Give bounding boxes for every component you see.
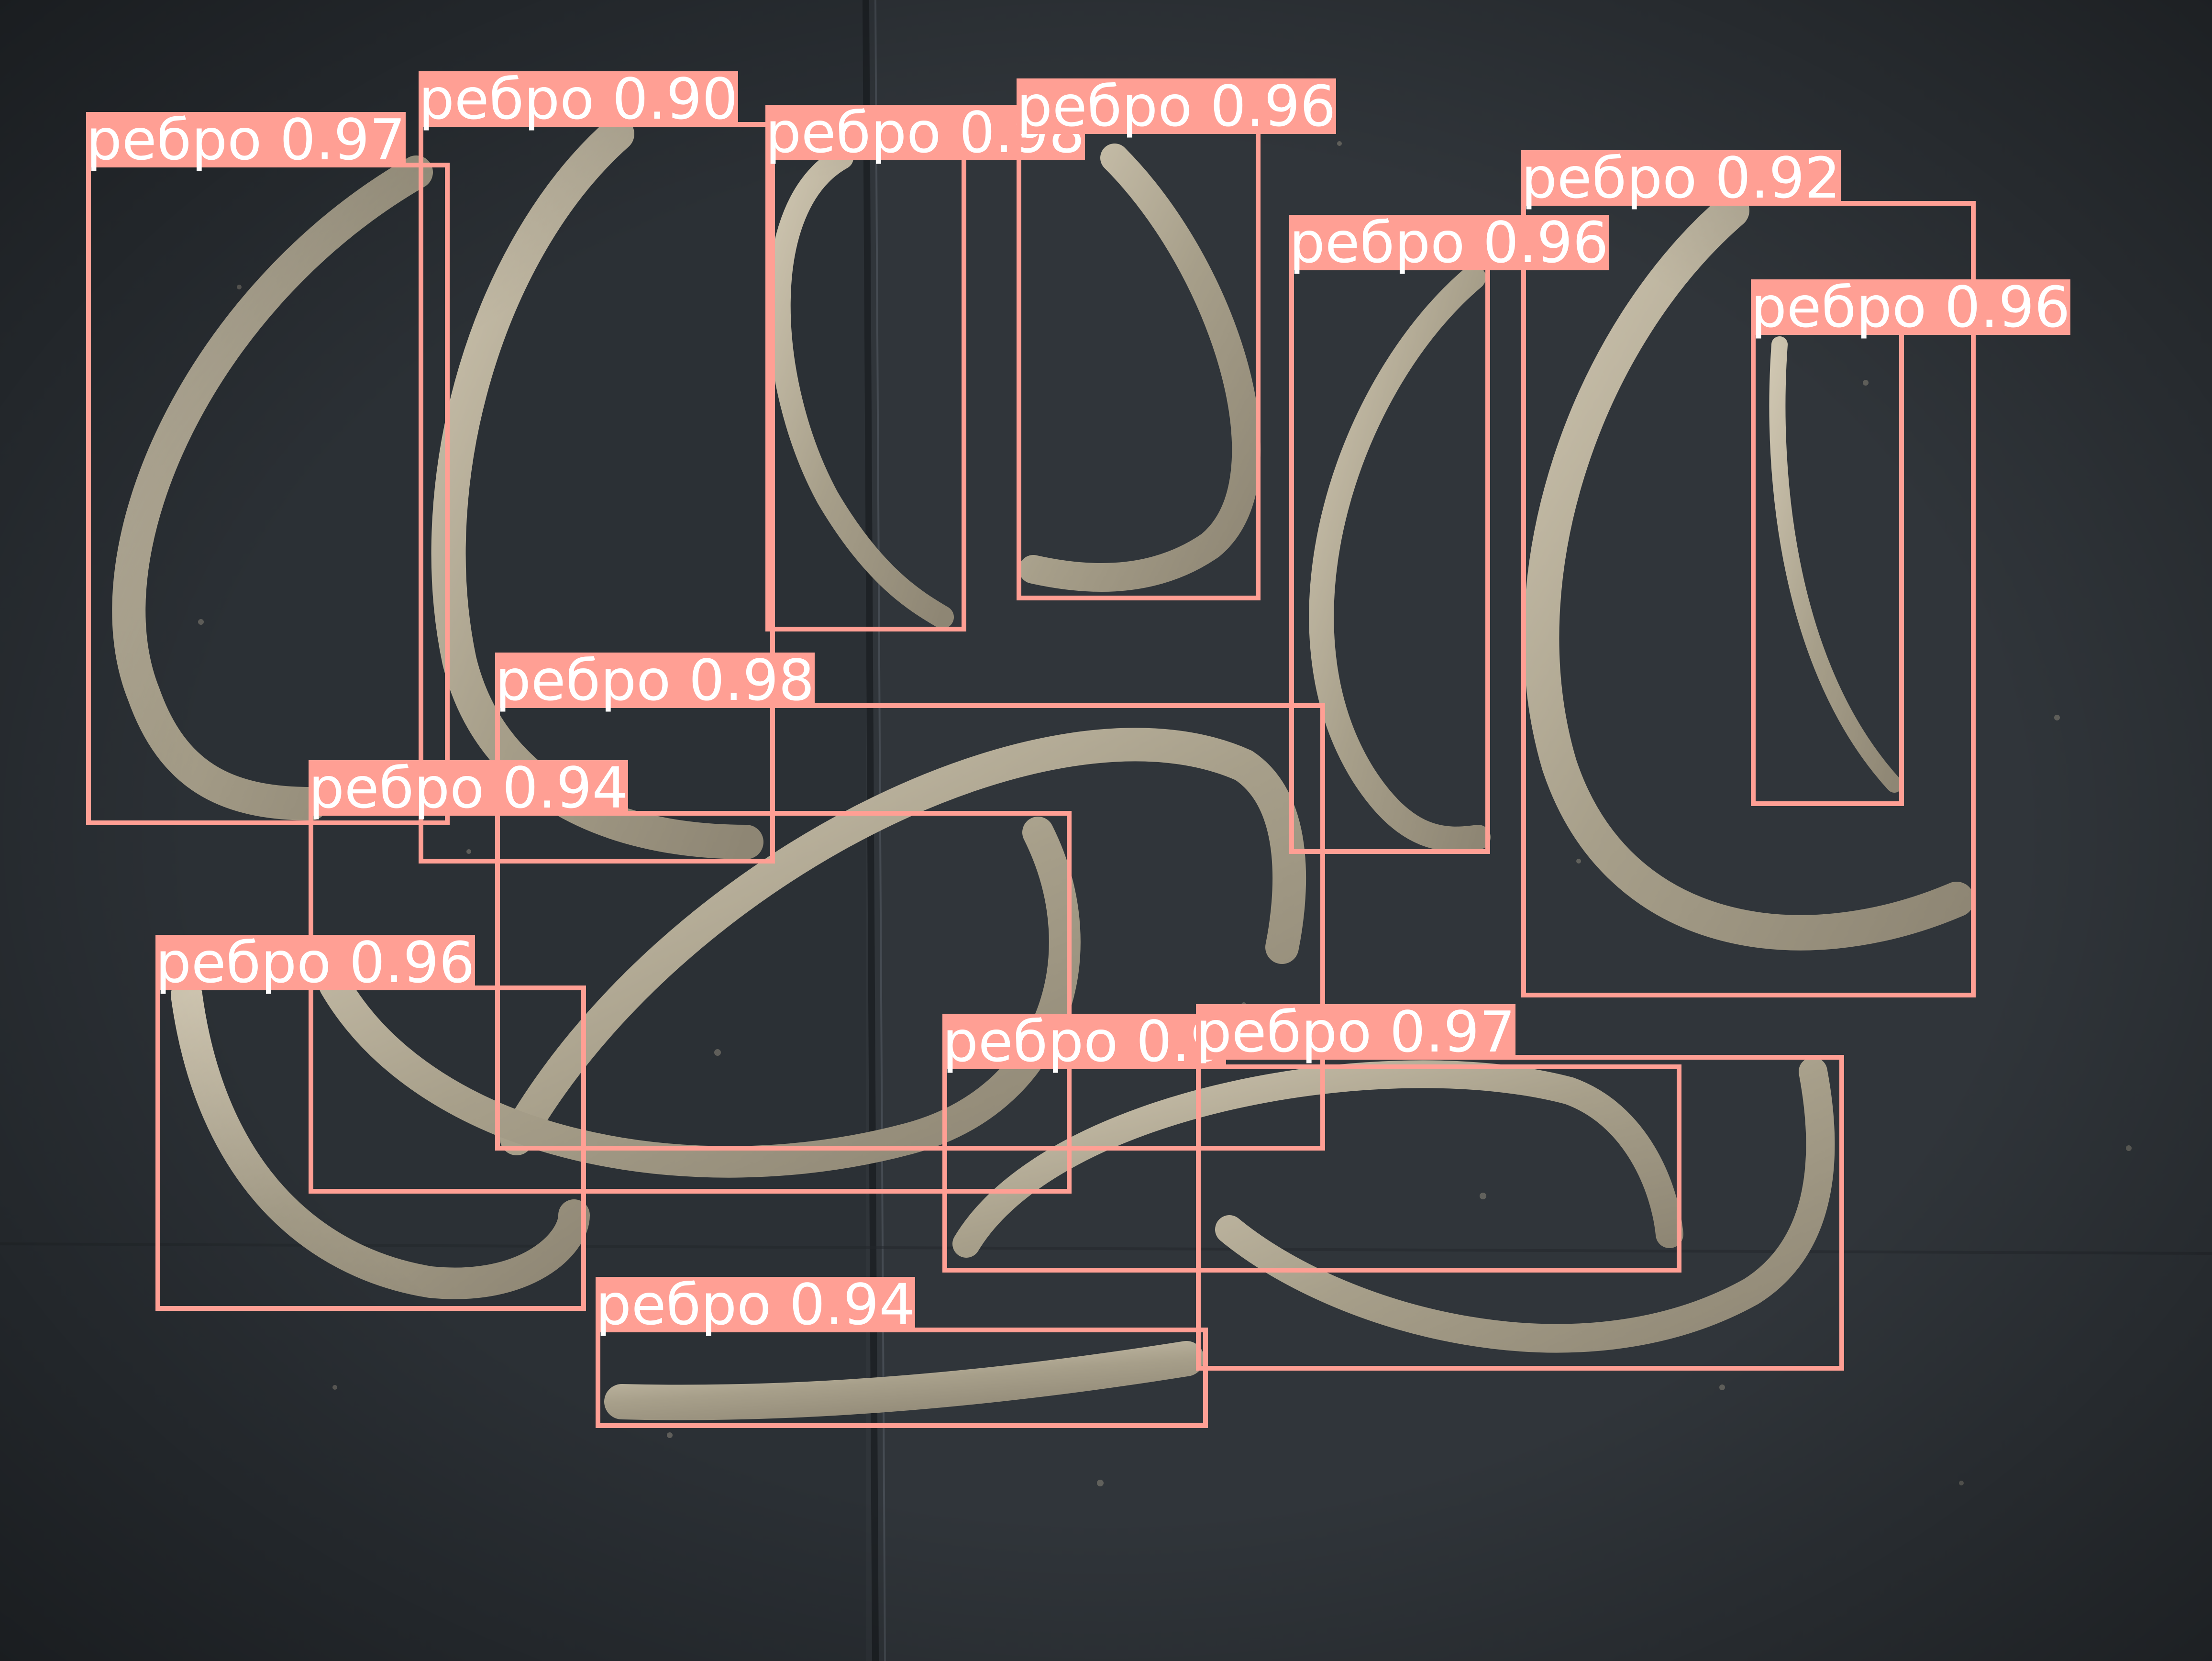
photo-background (0, 0, 2212, 1661)
detection-image: ребро 0.97 ребро 0.90 ребро 0.98 ребро 0… (0, 0, 2212, 1661)
